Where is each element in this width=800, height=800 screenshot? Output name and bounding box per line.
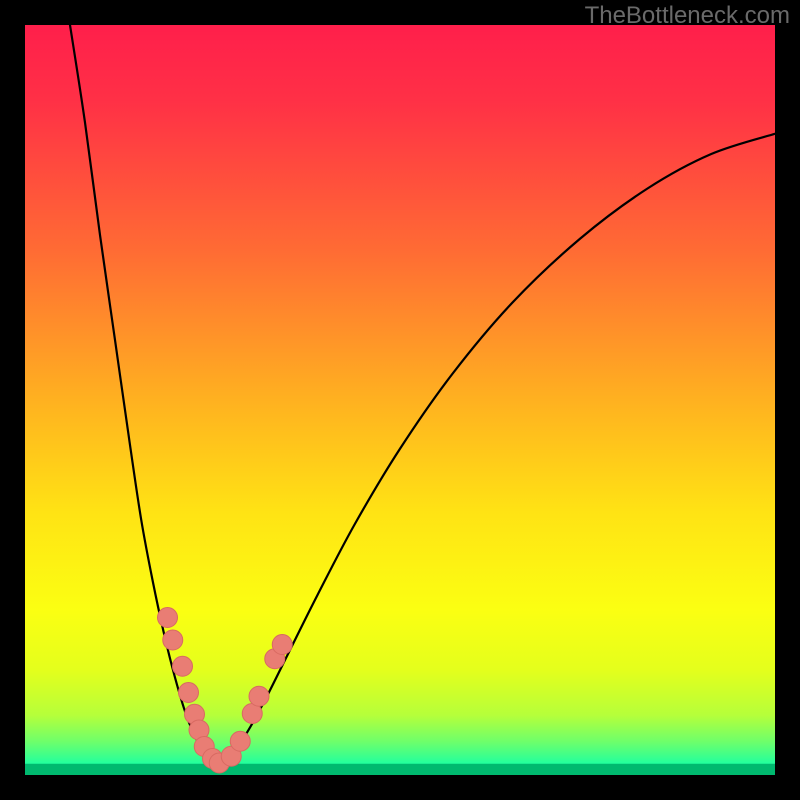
data-marker — [158, 608, 178, 628]
data-marker — [163, 630, 183, 650]
bottleneck-chart — [25, 25, 775, 775]
data-marker — [230, 731, 250, 751]
data-marker — [249, 686, 269, 706]
plot-background — [25, 25, 775, 775]
data-marker — [179, 683, 199, 703]
data-marker — [173, 656, 193, 676]
data-marker — [272, 635, 292, 655]
chart-frame: TheBottleneck.com — [0, 0, 800, 800]
optimal-band — [25, 764, 775, 775]
